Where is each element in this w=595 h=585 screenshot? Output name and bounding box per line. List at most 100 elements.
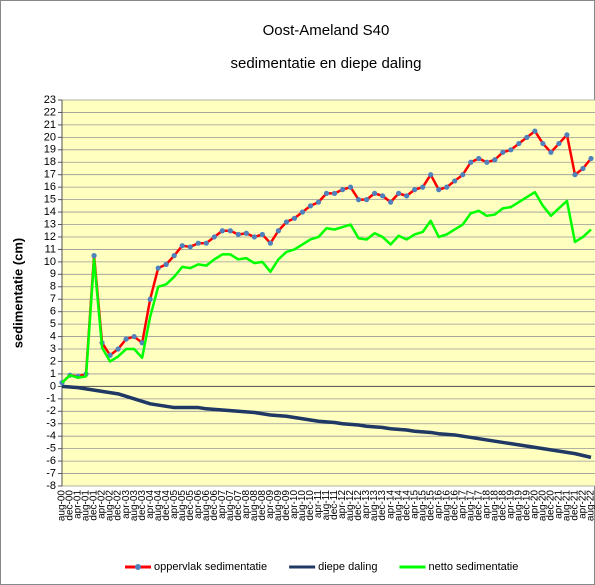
x-tick-label: dec-20 [546, 490, 557, 521]
x-tick-label: dec-14 [401, 490, 412, 521]
series-marker [91, 253, 97, 259]
series-marker [556, 140, 562, 147]
series-marker [187, 244, 193, 250]
y-tick-label: 22 [44, 106, 56, 118]
series-marker [524, 134, 530, 140]
plot-area [62, 100, 595, 486]
series-marker [267, 240, 273, 246]
x-tick-label: aug-03 [129, 490, 140, 522]
series-marker [219, 228, 225, 234]
series-marker [275, 228, 282, 234]
y-tick-label: 23 [44, 94, 56, 106]
x-tick-label: apr-07 [217, 490, 228, 519]
x-tick-label: aug-05 [177, 490, 188, 522]
x-tick-label: apr-17 [457, 490, 468, 519]
x-tick-label: aug-09 [273, 490, 284, 522]
x-tick-label: aug-02 [105, 490, 116, 522]
x-tick-label: aug-22 [586, 490, 595, 522]
series-marker [227, 228, 233, 234]
y-tick-label: -5 [46, 443, 56, 455]
y-tick-label: 4 [50, 330, 56, 342]
x-tick-label: apr-18 [481, 490, 492, 519]
x-tick-label: apr-20 [530, 490, 541, 519]
x-tick-label: apr-21 [554, 490, 565, 519]
y-tick-label: -4 [46, 430, 56, 442]
x-tick-label: dec-11 [329, 490, 340, 520]
x-tick-label: dec-08 [257, 490, 268, 521]
series-marker [147, 296, 153, 302]
series-line [61, 190, 592, 384]
series-marker [347, 184, 354, 190]
series-marker [412, 187, 418, 193]
series-marker [243, 230, 249, 236]
y-tick-label: 21 [44, 119, 56, 131]
x-tick-label: dec-15 [425, 490, 436, 521]
x-tick-label: dec-04 [161, 490, 172, 521]
y-tick-label: 12 [44, 231, 56, 243]
y-tick-label: -3 [46, 418, 56, 430]
y-tick-label: -7 [46, 467, 56, 479]
y-tick-label: 3 [50, 343, 56, 355]
y-axis-label: sedimentatie (cm) [10, 238, 25, 349]
y-tick-label: 20 [44, 131, 56, 143]
series-marker [211, 234, 217, 240]
y-tick-label: 15 [44, 194, 56, 206]
x-tick-label: dec-07 [233, 490, 244, 521]
x-tick-label: dec-18 [497, 490, 508, 521]
series-marker [460, 172, 466, 178]
series-marker [500, 149, 506, 155]
x-tick-label: apr-08 [241, 490, 252, 519]
x-tick-label: dec-21 [570, 490, 581, 521]
series-marker [339, 187, 346, 193]
series-marker [331, 190, 338, 196]
series-marker [363, 197, 370, 203]
series-marker [476, 155, 482, 162]
x-tick-label: apr-19 [505, 490, 516, 519]
x-tick-label: aug-04 [153, 490, 164, 522]
x-tick-label: aug-06 [201, 490, 212, 522]
x-tick-label: dec-02 [113, 490, 124, 521]
x-tick-label: apr-04 [145, 490, 156, 519]
y-tick-label: 13 [44, 218, 56, 230]
series-marker [588, 155, 594, 162]
x-tick-label: aug-00 [57, 490, 68, 522]
x-tick-label: apr-16 [433, 490, 444, 519]
y-tick-label: 2 [50, 355, 56, 367]
x-tick-label: apr-09 [265, 490, 276, 519]
series-marker [195, 240, 201, 246]
x-tick-label: aug-08 [249, 490, 260, 522]
x-tick-label: dec-01 [89, 490, 100, 521]
series-marker [115, 346, 121, 352]
x-tick-label: aug-21 [562, 490, 573, 522]
y-tick-label: 17 [44, 169, 56, 181]
x-tick-label: dec-00 [65, 490, 76, 521]
x-tick-label: apr-14 [385, 490, 396, 519]
x-tick-label: aug-20 [538, 490, 549, 522]
series-marker [251, 234, 257, 240]
x-tick-label: apr-10 [289, 490, 300, 519]
series-marker [299, 209, 306, 215]
series-marker [307, 203, 314, 209]
chart-subtitle: sedimentatie en diepe daling [231, 55, 422, 72]
x-tick-label: dec-10 [305, 490, 316, 521]
series-marker [235, 231, 241, 238]
y-tick-label: -6 [46, 455, 56, 467]
series-marker [139, 340, 145, 346]
y-tick-label: 10 [44, 256, 56, 268]
series-marker [540, 140, 546, 147]
series-marker [131, 333, 137, 340]
y-tick-label: 5 [50, 318, 56, 330]
series-marker [163, 261, 169, 267]
series-marker [355, 197, 362, 203]
y-tick-label: 8 [50, 281, 56, 293]
x-tick-label: aug-15 [417, 490, 428, 522]
series-marker [444, 184, 450, 190]
y-tick-label: 6 [50, 306, 56, 318]
x-tick-label: aug-16 [441, 490, 452, 522]
series-marker [171, 253, 177, 259]
y-tick-label: 18 [44, 156, 56, 168]
x-tick-label: dec-06 [209, 490, 220, 521]
series-marker [155, 265, 161, 271]
x-tick-label: dec-19 [522, 490, 533, 521]
